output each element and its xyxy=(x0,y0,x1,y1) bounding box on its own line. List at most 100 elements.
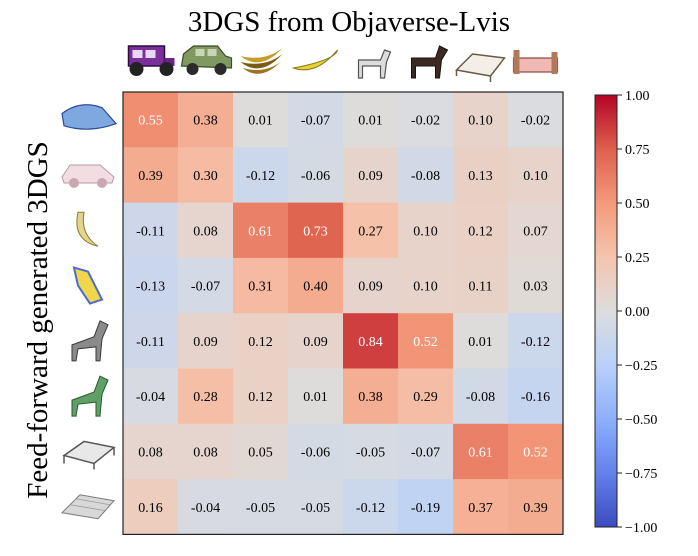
colorbar-tick-label: −0.25 xyxy=(625,359,657,374)
heatmap-cell xyxy=(178,92,234,148)
colorbar-tick-label: 0.75 xyxy=(625,143,650,158)
heatmap-cell xyxy=(343,147,399,204)
cell-value-label: -0.04 xyxy=(136,390,165,405)
heatmap-cell xyxy=(453,479,509,535)
cell-value-label: 0.29 xyxy=(413,390,438,405)
heatmap-cell xyxy=(288,313,344,370)
heatmap-cell xyxy=(343,479,399,535)
heatmap-cell xyxy=(233,257,289,314)
cell-value-label: -0.19 xyxy=(411,501,440,516)
heatmap-cell xyxy=(123,202,179,259)
heatmap-cell xyxy=(508,202,564,259)
heatmap-cell xyxy=(288,479,344,535)
heatmap-cell xyxy=(123,257,179,314)
cell-value-label: 0.38 xyxy=(193,114,218,129)
heatmap-cell xyxy=(178,479,234,535)
cell-value-label: 0.10 xyxy=(413,224,438,239)
heatmap-cell xyxy=(288,257,344,314)
heatmap-cell xyxy=(123,368,179,425)
heatmap-cell xyxy=(398,479,454,535)
heatmap-cell xyxy=(123,92,179,148)
cell-value-label: 0.38 xyxy=(358,390,383,405)
column-thumbnail-vintage-car xyxy=(127,45,175,76)
cell-value-label: 0.52 xyxy=(413,335,438,350)
cell-value-label: 0.11 xyxy=(469,280,493,295)
heatmap-cell xyxy=(343,257,399,314)
heatmap-cell xyxy=(288,147,344,204)
cell-value-label: 0.73 xyxy=(303,224,328,239)
heatmap-cell xyxy=(233,368,289,425)
colorbar xyxy=(594,94,618,528)
cell-value-label: 0.03 xyxy=(523,280,548,295)
column-thumbnail-pink-bed xyxy=(512,50,559,74)
colorbar-tick-label: 0.00 xyxy=(625,305,650,320)
cell-value-label: -0.05 xyxy=(246,501,275,516)
heatmap-cell xyxy=(398,147,454,204)
cell-value-label: -0.11 xyxy=(136,335,165,350)
heatmap-cell xyxy=(233,479,289,535)
heatmap-cell xyxy=(398,202,454,259)
heatmap-cell xyxy=(178,147,234,204)
cell-value-label: 0.05 xyxy=(248,445,273,460)
heatmap-cell xyxy=(178,423,234,480)
cell-value-label: 0.10 xyxy=(468,114,493,129)
heatmap-cell xyxy=(178,313,234,370)
heatmap-cell xyxy=(398,313,454,370)
heatmap-cell xyxy=(288,368,344,425)
cell-value-label: 0.09 xyxy=(193,335,218,350)
heatmap-cell xyxy=(453,147,509,204)
column-thumbnail-suv xyxy=(180,45,233,75)
cell-value-label: -0.12 xyxy=(521,335,550,350)
heatmap-cell xyxy=(398,92,454,148)
cell-value-label: -0.05 xyxy=(356,445,385,460)
cell-value-label: -0.06 xyxy=(301,169,330,184)
cell-value-label: -0.02 xyxy=(521,114,550,129)
cell-value-label: 0.40 xyxy=(303,280,328,295)
chart-title: 3DGS from Objaverse-Lvis xyxy=(187,6,511,38)
row-thumbnail-bed xyxy=(62,440,116,470)
cell-value-label: 0.61 xyxy=(468,445,493,460)
cell-value-label: 0.01 xyxy=(248,114,273,129)
colorbar-tick-label: 1.00 xyxy=(625,89,650,104)
cell-value-label: -0.06 xyxy=(301,445,330,460)
cell-value-label: 0.07 xyxy=(523,224,548,239)
cell-value-label: 0.09 xyxy=(358,169,383,184)
cell-value-label: -0.12 xyxy=(246,169,275,184)
heatmap-cell xyxy=(508,423,564,480)
cell-value-label: -0.07 xyxy=(411,445,440,460)
cell-value-label: 0.09 xyxy=(303,335,328,350)
heatmap-cell xyxy=(178,257,234,314)
cell-value-label: -0.12 xyxy=(356,501,385,516)
heatmap-cell xyxy=(343,313,399,370)
cell-value-label: 0.08 xyxy=(193,445,218,460)
column-thumbnail-bed xyxy=(454,53,506,82)
cell-value-label: 0.08 xyxy=(193,224,218,239)
heatmap-cell xyxy=(123,313,179,370)
heatmap-cell xyxy=(343,368,399,425)
row-thumbnail-sports-car xyxy=(61,104,118,130)
cell-value-label: 0.08 xyxy=(138,445,163,460)
cell-value-label: 0.52 xyxy=(523,445,548,460)
cell-value-label: 0.30 xyxy=(193,169,218,184)
cell-value-label: -0.08 xyxy=(411,169,440,184)
cell-value-label: 0.09 xyxy=(358,280,383,295)
cell-value-label: 0.16 xyxy=(138,501,163,516)
row-thumbnail-green-horse xyxy=(71,375,109,417)
row-thumbnail-yellow-blue-banana xyxy=(72,266,104,305)
cell-value-label: -0.16 xyxy=(521,390,550,405)
cell-value-label: 0.01 xyxy=(303,390,328,405)
heatmap-cell xyxy=(288,202,344,259)
heatmap-cell xyxy=(453,313,509,370)
heatmap-cell xyxy=(343,423,399,480)
cell-value-label: 0.39 xyxy=(138,169,163,184)
cell-value-label: 0.84 xyxy=(358,335,383,350)
cell-value-label: -0.07 xyxy=(301,114,330,129)
cell-value-label: 0.01 xyxy=(468,335,493,350)
cell-value-label: 0.61 xyxy=(248,224,273,239)
cell-value-label: -0.05 xyxy=(301,501,330,516)
cell-value-label: -0.02 xyxy=(411,114,440,129)
heatmap-cell xyxy=(123,479,179,535)
heatmap-cell xyxy=(178,368,234,425)
row-thumbnail-mesh-bed xyxy=(60,494,115,520)
heatmap-cell xyxy=(123,147,179,204)
